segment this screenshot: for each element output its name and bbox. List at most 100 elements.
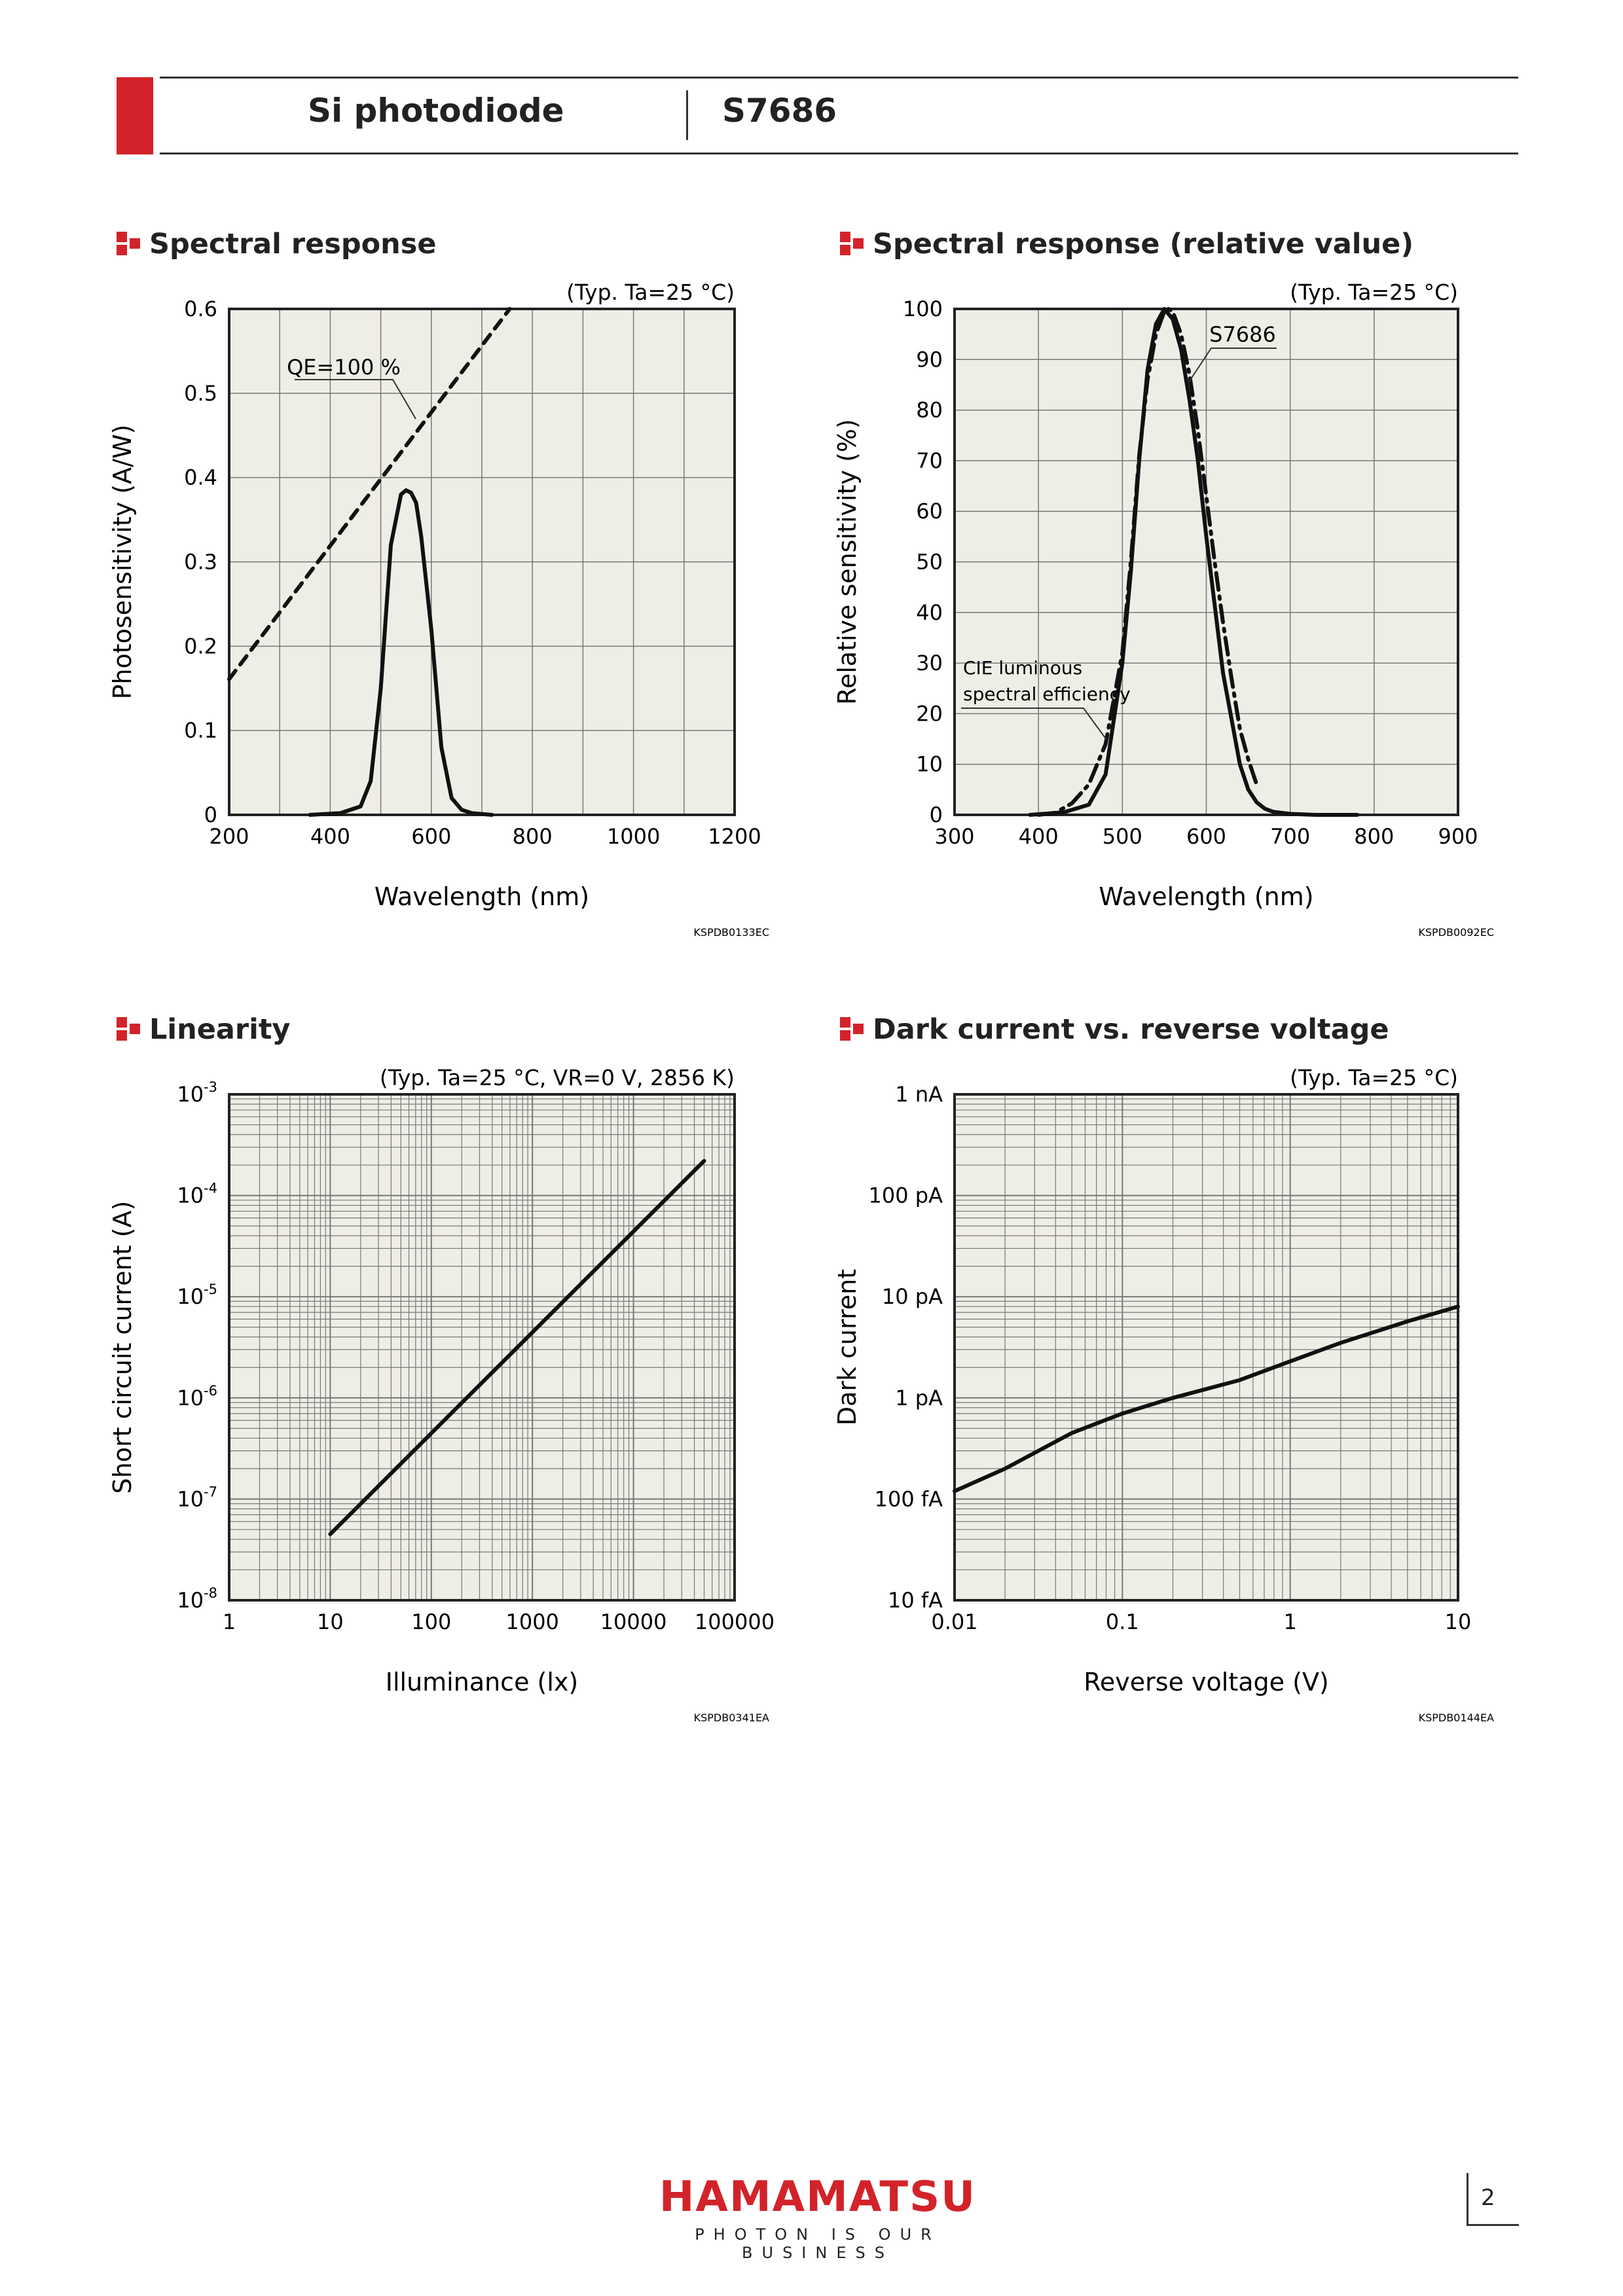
y-axis-label: Short circuit current (A)	[108, 1201, 137, 1494]
hamamatsu-logo: HAMAMATSU PHOTON IS OUR BUSINESS	[621, 2173, 1014, 2262]
section-title-spectral-relative: Spectral response (relative value)	[873, 228, 1413, 260]
condition-label: (Typ. Ta=25 °C, VR=0 V, 2856 K)	[380, 1065, 735, 1090]
x-tick-label: 500	[1103, 824, 1142, 849]
annotation-qe: QE=100 %	[287, 355, 401, 380]
y-tick-label: 10-3	[177, 1079, 217, 1107]
x-tick-label: 300	[934, 824, 974, 849]
y-tick-label: 60	[916, 499, 943, 524]
x-tick-label: 1	[1283, 1609, 1296, 1634]
x-tick-label: 600	[411, 824, 451, 849]
x-tick-label: 10000	[600, 1609, 667, 1634]
y-tick-label: 100 pA	[869, 1183, 943, 1208]
section-icon	[840, 232, 864, 258]
x-tick-label: 1	[223, 1609, 236, 1634]
y-tick-label: 0.4	[184, 465, 217, 490]
series-line-0-0	[227, 307, 512, 681]
y-tick-label: 10-8	[177, 1585, 217, 1613]
y-tick-label: 10-7	[177, 1484, 217, 1511]
y-tick-label: 0.2	[184, 634, 217, 658]
y-tick-label: 0.6	[184, 296, 217, 321]
x-tick-label: 100000	[695, 1609, 775, 1634]
x-tick-label: 10	[1445, 1609, 1472, 1634]
x-tick-label: 700	[1270, 824, 1310, 849]
y-axis-label: Dark current	[833, 1269, 862, 1426]
y-tick-label: 10-6	[177, 1383, 217, 1410]
series-line-0-1	[308, 488, 494, 817]
product-model: S7686	[722, 92, 837, 130]
y-tick-label: 50	[916, 550, 943, 575]
logo-wordmark: HAMAMATSU	[659, 2173, 977, 2221]
section-title-linearity: Linearity	[149, 1013, 291, 1046]
y-tick-label: 10 fA	[888, 1588, 943, 1613]
y-axis-label: Photosensitivity (A/W)	[108, 424, 137, 699]
header-separator	[686, 90, 688, 140]
x-tick-label: 600	[1186, 824, 1226, 849]
condition-label: (Typ. Ta=25 °C)	[1290, 279, 1458, 305]
header-accent-bar	[117, 77, 153, 154]
y-tick-label: 10 pA	[882, 1284, 943, 1309]
page-number: 2	[1481, 2185, 1495, 2211]
y-tick-label: 0.5	[184, 381, 217, 406]
y-tick-label: 10-4	[177, 1181, 217, 1208]
y-tick-label: 0	[204, 802, 217, 827]
x-tick-label: 400	[310, 824, 350, 849]
logo-tagline: PHOTON IS OUR BUSINESS	[695, 2225, 941, 2262]
x-axis-label: Wavelength (nm)	[374, 882, 589, 911]
x-tick-label: 900	[1438, 824, 1478, 849]
y-tick-label: 0	[930, 802, 943, 827]
section-icon	[117, 1017, 140, 1043]
plot-frame	[228, 1093, 736, 1602]
annotation-leader	[961, 708, 1107, 740]
x-tick-label: 100	[411, 1609, 451, 1634]
section-title-dark-current: Dark current vs. reverse voltage	[873, 1013, 1389, 1046]
x-tick-label: 200	[209, 824, 249, 849]
annotation-leader	[1188, 348, 1277, 384]
y-tick-label: 80	[916, 398, 943, 423]
figure-code: KSPDB0144EA	[1419, 1712, 1494, 1724]
x-tick-label: 800	[1354, 824, 1394, 849]
x-tick-label: 1000	[505, 1609, 558, 1634]
y-axis-label: Relative sensitivity (%)	[833, 419, 862, 705]
figure-code: KSPDB0133EC	[693, 926, 769, 939]
y-tick-label: 1 pA	[895, 1386, 943, 1410]
y-tick-label: 1 nA	[895, 1082, 943, 1107]
y-tick-label: 10	[916, 752, 943, 777]
x-axis-label: Reverse voltage (V)	[1084, 1668, 1329, 1696]
x-tick-label: 10	[317, 1609, 344, 1634]
page-number-frame-bottom	[1467, 2224, 1519, 2226]
x-tick-label: 400	[1019, 824, 1059, 849]
y-tick-label: 90	[916, 347, 943, 372]
section-icon	[840, 1017, 864, 1043]
plot-frame	[953, 308, 1459, 816]
x-axis-label: Illuminance (lx)	[386, 1668, 578, 1696]
annotation-s7686: S7686	[1209, 322, 1276, 347]
y-tick-label: 20	[916, 701, 943, 726]
y-tick-label: 40	[916, 600, 943, 625]
x-tick-label: 1200	[708, 824, 761, 849]
annotation-cie-1: CIE luminous	[963, 657, 1082, 679]
condition-label: (Typ. Ta=25 °C)	[566, 279, 735, 305]
y-tick-label: 70	[916, 448, 943, 473]
page-number-frame	[1467, 2173, 1468, 2225]
series-line-1-1	[1036, 307, 1259, 817]
y-tick-label: 100	[903, 296, 943, 321]
y-tick-label: 0.1	[184, 718, 217, 743]
product-type: Si photodiode	[308, 92, 564, 130]
series-line-3-0	[953, 1304, 1460, 1494]
figure-code: KSPDB0341EA	[694, 1712, 769, 1724]
section-title-spectral-response: Spectral response	[149, 228, 437, 260]
y-tick-label: 30	[916, 651, 943, 675]
plot-area	[955, 1094, 1458, 1600]
x-axis-label: Wavelength (nm)	[1099, 882, 1313, 911]
figure-code: KSPDB0092EC	[1418, 926, 1494, 939]
plot-frame	[953, 1093, 1459, 1602]
annotation-leader	[295, 379, 416, 420]
x-tick-label: 0.01	[931, 1609, 977, 1634]
y-tick-label: 0.3	[184, 550, 217, 575]
y-tick-label: 100 fA	[875, 1486, 943, 1511]
series-line-2-0	[328, 1158, 706, 1536]
x-tick-label: 1000	[607, 824, 660, 849]
condition-label: (Typ. Ta=25 °C)	[1290, 1065, 1458, 1090]
header-bottom-rule	[160, 152, 1518, 154]
